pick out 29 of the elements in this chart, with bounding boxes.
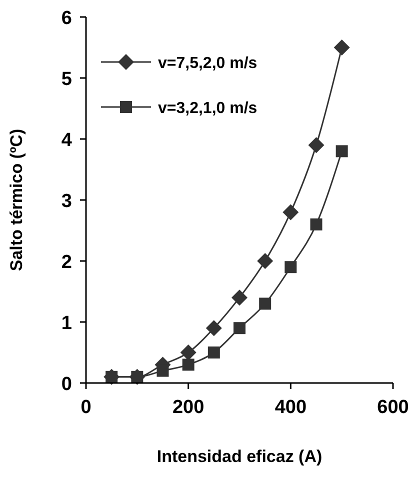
point xyxy=(208,346,220,358)
y-axis-title: Salto térmico (ºC) xyxy=(7,128,26,272)
x-axis-title: Intensidad eficaz (A) xyxy=(156,447,322,466)
x-tick-label: 200 xyxy=(172,397,204,418)
point xyxy=(308,137,324,154)
y-tick-label: 4 xyxy=(61,130,72,151)
y-tick-label: 2 xyxy=(61,252,72,273)
legend-label: v=7,5,2,0 m/s xyxy=(158,55,258,72)
point xyxy=(234,322,246,334)
y-tick-label: 0 xyxy=(61,374,72,395)
x-tick-label: 0 xyxy=(80,397,92,418)
point xyxy=(284,261,297,274)
point xyxy=(334,40,350,56)
point xyxy=(336,145,348,158)
x-tick-label: 400 xyxy=(274,397,307,418)
y-tick-label: 1 xyxy=(61,313,72,334)
y-tick-label: 6 xyxy=(61,8,72,29)
y-tick-label: 3 xyxy=(61,191,72,212)
x-tick-label: 600 xyxy=(377,397,409,418)
point xyxy=(310,218,322,230)
point xyxy=(282,204,299,220)
point xyxy=(182,358,194,371)
legend-label: v=3,2,1,0 m/s xyxy=(158,100,258,117)
point xyxy=(259,298,272,310)
point xyxy=(206,320,222,336)
point xyxy=(232,290,248,306)
y-tick-label: 5 xyxy=(61,69,72,90)
point xyxy=(257,253,274,269)
point xyxy=(180,344,196,360)
